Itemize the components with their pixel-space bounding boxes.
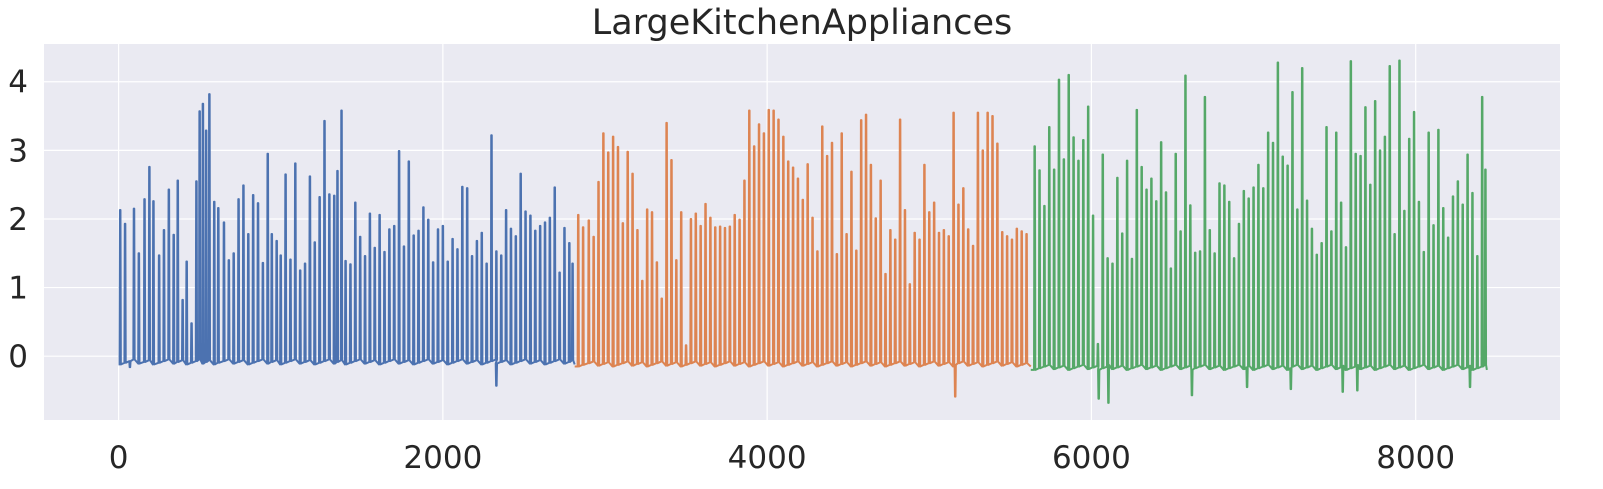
- series-line-1: [118, 93, 576, 387]
- series-line-3: [1030, 59, 1488, 404]
- y-axis-ticks: 0 1 2 3 4: [8, 65, 28, 375]
- y-tick-label: 2: [8, 202, 28, 238]
- y-tick-label: 0: [8, 339, 28, 375]
- x-tick-label: 6000: [1052, 440, 1131, 476]
- y-tick-label: 4: [8, 65, 28, 101]
- x-tick-label: 8000: [1376, 440, 1455, 476]
- x-tick-label: 0: [109, 440, 129, 476]
- x-tick-label: 4000: [728, 440, 807, 476]
- chart-title: LargeKitchenAppliances: [592, 3, 1012, 43]
- x-axis-ticks: 0 2000 4000 6000 8000: [109, 440, 1455, 476]
- series-layer: [118, 59, 1488, 404]
- y-tick-label: 1: [8, 271, 28, 307]
- y-tick-label: 3: [8, 133, 28, 169]
- x-tick-label: 2000: [403, 440, 482, 476]
- series-line-2: [574, 108, 1032, 398]
